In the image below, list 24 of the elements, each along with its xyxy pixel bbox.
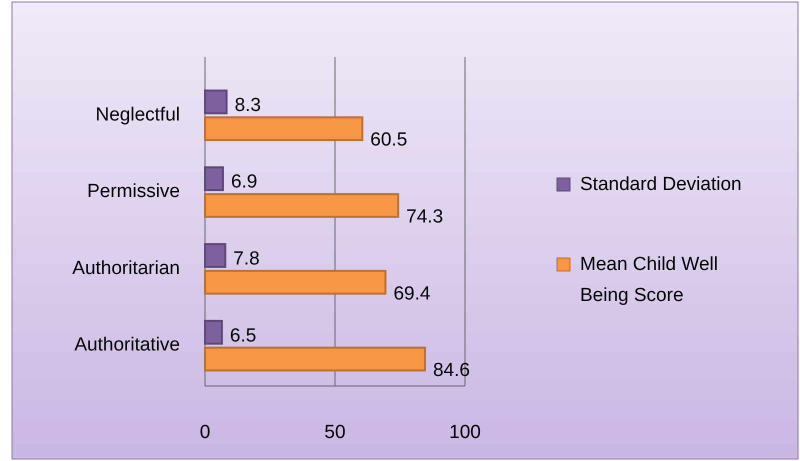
bar [204,346,426,372]
data-label: 6.9 [230,172,258,193]
legend-label: Standard Deviation [580,174,742,196]
data-label: 7.8 [233,248,260,270]
bar [204,320,223,345]
data-label: 60.5 [370,130,408,151]
bar [204,193,400,218]
bar [204,243,226,268]
y-tick-label: Neglectful [96,104,180,126]
bar [204,90,228,114]
x-tick-label: 0 [200,422,210,443]
data-label: 69.4 [393,283,431,304]
data-label: 6.5 [230,325,256,346]
y-tick-label: Authoritarian [72,258,180,279]
data-label: 8.3 [234,94,261,116]
data-label: 74.3 [406,206,444,228]
bar [204,166,224,192]
bar [204,116,364,142]
legend-label: Mean Child Well Being Score [580,254,718,306]
x-tick-label: 50 [324,422,346,443]
x-tick-label: 100 [449,422,481,443]
bar [204,270,386,295]
y-tick-label: Authoritative [74,334,180,356]
y-tick-label: Permissive [87,181,180,202]
